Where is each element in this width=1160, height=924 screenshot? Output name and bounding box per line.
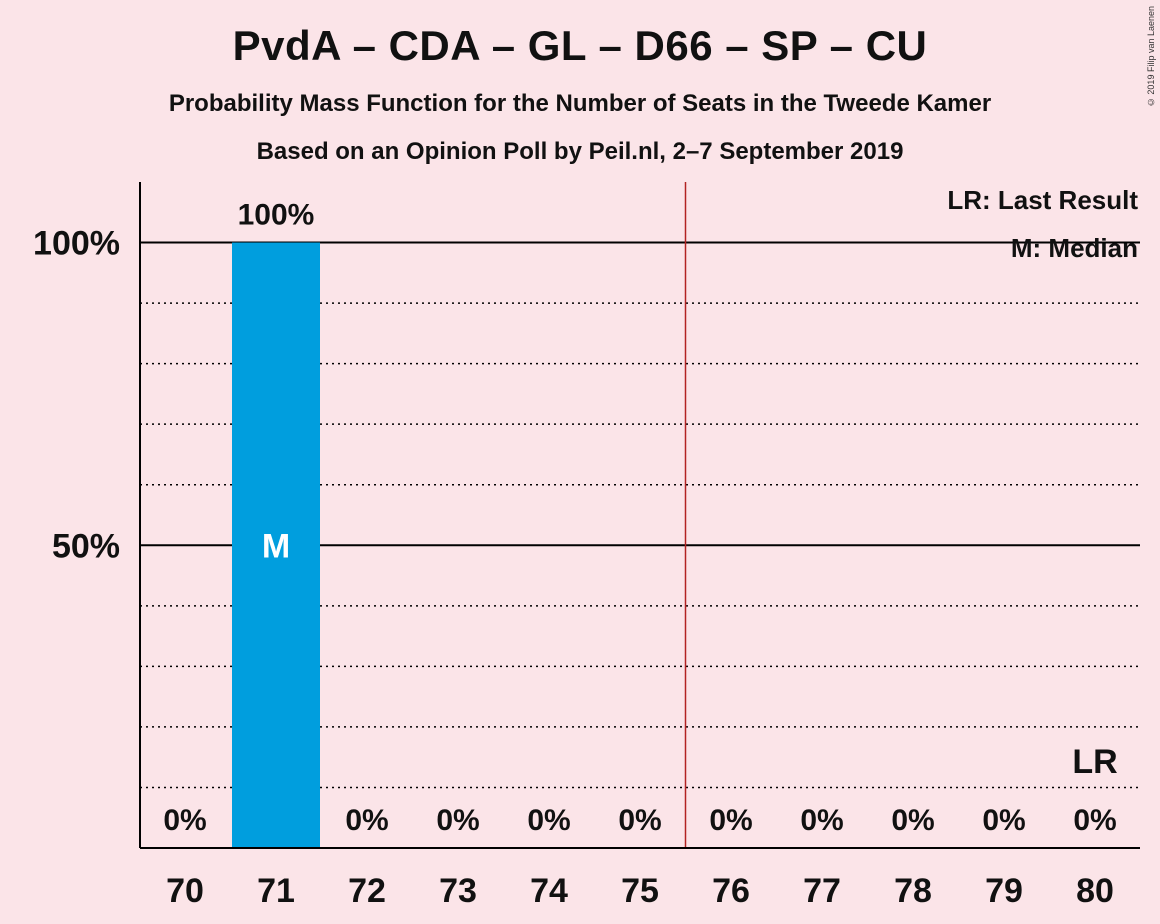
median-marker: M: [262, 527, 290, 565]
x-tick-label: 73: [439, 872, 477, 910]
data-label: 0%: [982, 804, 1025, 837]
data-label: 0%: [709, 804, 752, 837]
x-tick-label: 80: [1076, 872, 1114, 910]
data-label: 0%: [800, 804, 843, 837]
chart-subtitle: Probability Mass Function for the Number…: [168, 90, 992, 117]
data-label: 0%: [891, 804, 934, 837]
y-tick-label: 100%: [33, 225, 120, 263]
legend-median: M: Median: [1011, 233, 1138, 263]
data-label: 100%: [238, 199, 315, 232]
x-tick-label: 72: [348, 872, 386, 910]
data-label: 0%: [345, 804, 388, 837]
x-tick-label: 70: [166, 872, 204, 910]
last-result-marker: LR: [1072, 743, 1117, 781]
chart-title: PvdA – CDA – GL – D66 – SP – CU: [232, 22, 928, 69]
bar: [232, 242, 320, 848]
x-tick-label: 76: [712, 872, 750, 910]
x-tick-label: 77: [803, 872, 841, 910]
data-label: 0%: [163, 804, 206, 837]
data-label: 0%: [1073, 804, 1116, 837]
data-label: 0%: [618, 804, 661, 837]
x-tick-label: 74: [530, 872, 568, 910]
data-label: 0%: [436, 804, 479, 837]
chart-source: Based on an Opinion Poll by Peil.nl, 2–7…: [256, 138, 904, 165]
y-tick-label: 50%: [52, 527, 120, 565]
x-tick-label: 75: [621, 872, 659, 910]
data-label: 0%: [527, 804, 570, 837]
label-layer: 50% 100% 0% 70 100% 71 M 0% 72 0% 73 0% 74 0% 75 0% 76 0%…: [33, 199, 1118, 910]
legend-last-result: LR: Last Result: [947, 185, 1138, 215]
x-tick-label: 71: [257, 872, 295, 910]
bar-layer: [232, 242, 320, 848]
x-tick-label: 78: [894, 872, 932, 910]
x-tick-label: 79: [985, 872, 1023, 910]
